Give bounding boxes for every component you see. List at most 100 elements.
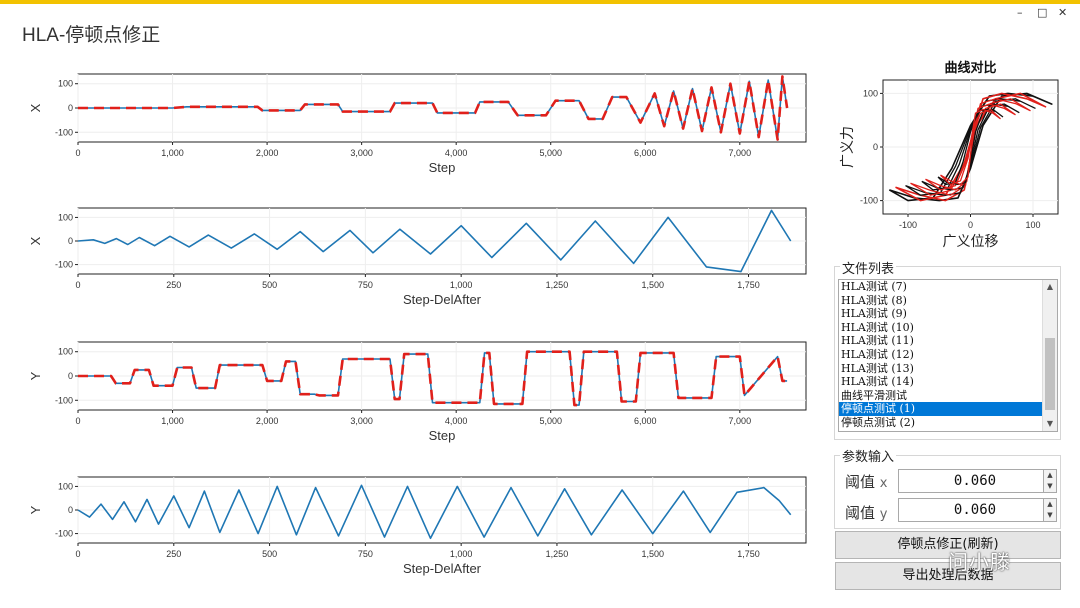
chart-y-delafter-plot: 0 250 500 750 1,000 1,250 1,500 1,7501000-100St… [28, 476, 807, 576]
file-list-item[interactable]: HLA测试 (13) [841, 361, 914, 375]
x-tick-label: 1,000 [450, 280, 473, 290]
x-tick-label: 1,750 [737, 280, 760, 290]
file-list-group [834, 266, 1061, 440]
file-list-item[interactable]: 停顿点测试 (1) [839, 402, 1042, 416]
x-tick-label: 5,000 [539, 148, 562, 158]
y-tick-label: 100 [58, 212, 73, 222]
file-list-item[interactable]: HLA测试 (12) [841, 347, 914, 361]
x-axis-label: Step [429, 428, 456, 443]
x-tick-label: 3,000 [350, 148, 373, 158]
file-list-item[interactable]: HLA测试 (10) [841, 320, 914, 334]
chart-y-step: 0 1,000 2,000 3,000 4,000 5,000 6,000 7,000 100 0… [0, 330, 830, 450]
file-list-item[interactable]: HLA测试 (7) [841, 280, 907, 293]
series-line-inner-loop [940, 108, 1001, 186]
series-line-curve [77, 484, 792, 540]
export-button[interactable]: 导出处理后数据 [835, 562, 1061, 590]
x-tick-label: 500 [262, 280, 277, 290]
file-list-item[interactable]: HLA测试 (14) [841, 375, 914, 389]
chart-hysteresis: -100 0 100 100 0 -100 曲线对比 广义位移 广义力 [838, 56, 1060, 250]
y-axis-label: X [28, 103, 43, 112]
x-tick-label: 4,000 [445, 148, 468, 158]
x-tick-label: 1,000 [161, 148, 184, 158]
chart-y-delafter: 0 250 500 750 1,000 1,250 1,500 1,750 100 0 -100 St… [0, 465, 830, 585]
series-line-inner-loop [921, 103, 1020, 191]
y-tick-label: -100 [55, 260, 73, 270]
y-tick-label: 0 [68, 103, 73, 113]
close-button[interactable]: ✕ [1058, 6, 1068, 19]
chart-x-step: 0 1,000 2,000 3,000 4,000 5,000 6,000 7,000 100 0… [0, 62, 830, 184]
x-tick-label: 250 [166, 280, 181, 290]
series-line-stops [78, 75, 789, 141]
file-list-item[interactable]: HLA测试 (9) [841, 307, 907, 321]
spin-down-icon[interactable]: ▼ [1047, 511, 1053, 519]
params-group [834, 455, 1061, 529]
x-axis-label: Step-DelAfter [403, 292, 482, 307]
x-tick-label: 750 [358, 549, 373, 559]
threshold-y-text: 阈值 [845, 504, 876, 522]
file-list-item[interactable]: HLA测试 (8) [841, 293, 907, 307]
y-tick-label: 0 [873, 142, 878, 152]
x-tick-label: 1,750 [737, 549, 760, 559]
threshold-y-axis: y [879, 507, 888, 522]
spin-up-icon[interactable]: ▲ [1047, 500, 1053, 508]
fix-stops-button[interactable]: 停顿点修正(刷新) [835, 531, 1061, 559]
threshold-x-spinner[interactable]: ▲ ▼ [1043, 469, 1057, 493]
threshold-x-label: 阈值 x [845, 471, 888, 492]
y-tick-label: -100 [860, 196, 878, 206]
series-line-curve [77, 209, 792, 273]
x-tick-label: 6,000 [634, 416, 657, 426]
title-accent-bar [0, 0, 1080, 4]
x-tick-label: 5,000 [539, 416, 562, 426]
x-tick-label: 0 [75, 416, 80, 426]
x-tick-label: 500 [262, 549, 277, 559]
file-list-scrollbar[interactable]: ▲ ▼ [1042, 280, 1057, 431]
threshold-x-text: 阈值 [845, 473, 876, 491]
threshold-y-label: 阈值 y [845, 502, 888, 523]
y-tick-label: -100 [55, 529, 73, 539]
file-list-label: 文件列表 [840, 258, 897, 277]
maximize-button[interactable]: □ [1037, 6, 1048, 19]
x-tick-label: 100 [1025, 220, 1040, 230]
spin-down-icon[interactable]: ▼ [1047, 482, 1053, 490]
threshold-y-input[interactable]: 0.060 [898, 498, 1052, 522]
y-tick-label: -100 [55, 395, 73, 405]
x-tick-label: 3,000 [350, 416, 373, 426]
chart-x-step-plot: 0 1,000 2,000 3,000 4,000 5,000 6,000 7,000 100 0… [28, 73, 807, 175]
chart-y-step-plot: 0 1,000 2,000 3,000 4,000 5,000 6,000 7,000 100 0… [28, 341, 807, 443]
x-tick-label: 2,000 [256, 148, 279, 158]
y-tick-label: 100 [58, 79, 73, 89]
x-tick-label: 1,000 [161, 416, 184, 426]
file-list-item[interactable]: 曲线平滑测试 [841, 388, 907, 402]
series-line-inner-loop [905, 98, 1036, 196]
x-tick-label: 1,500 [641, 280, 664, 290]
x-tick-label: 0 [75, 280, 80, 290]
scroll-down-icon[interactable]: ▼ [1046, 419, 1054, 428]
file-list-item[interactable]: HLA测试 (11) [841, 334, 914, 348]
x-axis-label: 广义位移 [943, 234, 999, 250]
x-tick-label: -100 [899, 220, 917, 230]
minimize-button[interactable]: – [1017, 6, 1023, 19]
series-line-inner-loop [937, 108, 1004, 186]
scroll-thumb[interactable] [1045, 338, 1055, 410]
threshold-x-input[interactable]: 0.060 [898, 469, 1052, 493]
y-tick-label: 100 [58, 347, 73, 357]
threshold-y-spinner[interactable]: ▲ ▼ [1043, 498, 1057, 522]
file-list[interactable]: HLA测试 (7) HLA测试 (8) HLA测试 (9) HLA测试 (10) HLA… [838, 279, 1058, 432]
y-axis-label: X [28, 236, 43, 245]
x-axis-label: Step-DelAfter [403, 561, 482, 576]
file-list-item[interactable]: 停顿点测试 (2) [841, 415, 916, 429]
x-tick-label: 1,500 [641, 549, 664, 559]
scroll-up-icon[interactable]: ▲ [1046, 282, 1054, 291]
y-tick-label: 0 [68, 371, 73, 381]
y-axis-label: Y [28, 371, 43, 380]
params-label: 参数输入 [840, 446, 897, 465]
series-line-inner-loop [925, 103, 1016, 191]
x-axis-label: Step [429, 160, 456, 175]
x-tick-label: 7,000 [729, 148, 752, 158]
x-tick-label: 1,250 [546, 549, 569, 559]
window-title: HLA-停顿点修正 [22, 25, 161, 46]
spin-up-icon[interactable]: ▲ [1047, 471, 1053, 479]
chart-x-delafter: 0 250 500 750 1,000 1,250 1,500 1,750 100 0 -100 St… [0, 198, 830, 316]
x-tick-label: 1,000 [450, 549, 473, 559]
series-line-stops [78, 350, 788, 407]
